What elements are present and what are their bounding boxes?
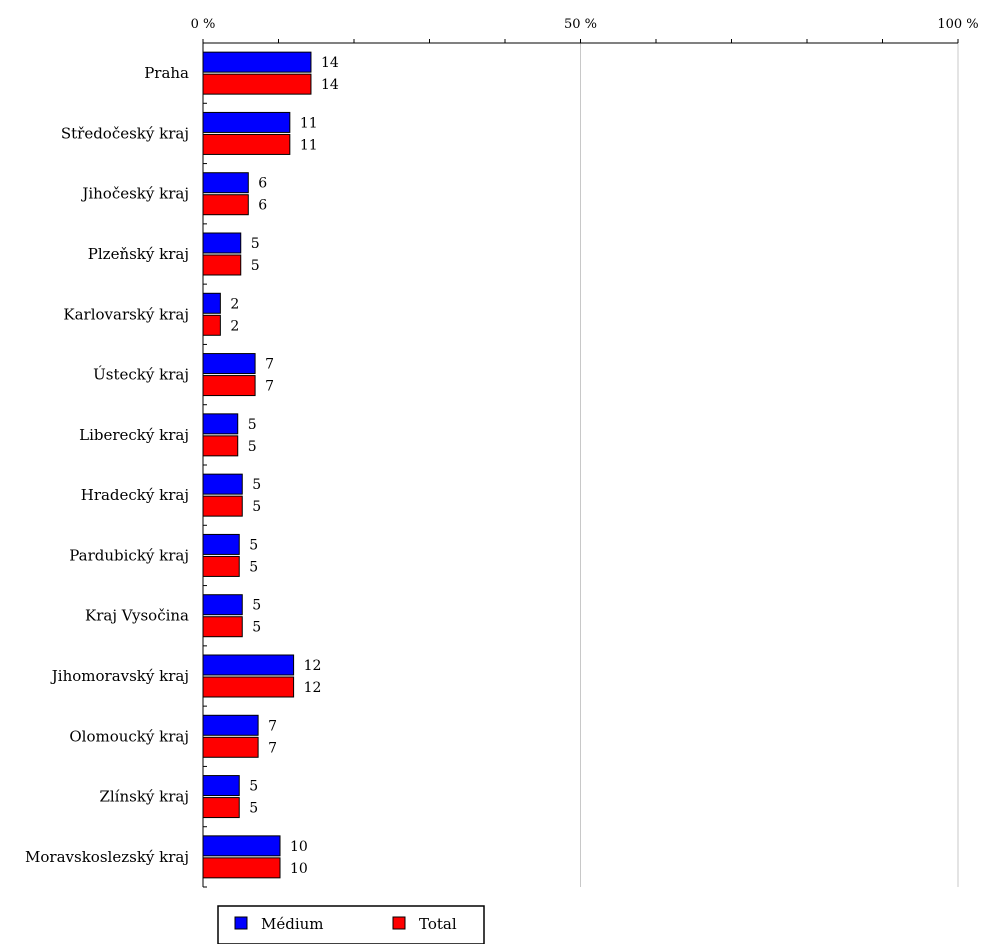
data-label: 7 xyxy=(268,718,277,734)
legend-label: Médium xyxy=(261,915,324,933)
category-label: Pardubický kraj xyxy=(69,546,189,564)
category-label: Zlínský kraj xyxy=(99,788,189,806)
data-label: 5 xyxy=(249,537,258,553)
bar-medium xyxy=(202,473,243,495)
x-tick-label: 0 % xyxy=(191,17,216,32)
data-label: 5 xyxy=(252,477,261,493)
data-label: 5 xyxy=(252,598,261,614)
bar-total xyxy=(202,555,240,577)
bar-total xyxy=(202,676,295,698)
bar-medium xyxy=(202,292,221,314)
bar-total xyxy=(202,194,249,216)
data-label: 6 xyxy=(258,176,267,192)
data-label: 10 xyxy=(290,861,308,877)
bar-total xyxy=(202,73,312,95)
bar-medium xyxy=(202,232,242,254)
category-label: Plzeňský kraj xyxy=(88,245,189,263)
data-label: 2 xyxy=(230,318,239,334)
bar-medium xyxy=(202,413,239,435)
category-label: Jihočeský kraj xyxy=(80,185,189,203)
bar-total xyxy=(202,857,281,879)
category-label: Olomoucký kraj xyxy=(69,727,189,745)
x-tick-label: 50 % xyxy=(564,17,597,32)
bars: 14 14 11 11 6 6 5 5 2 2 7 7 5 5 5 5 5 5 5 5 12 12 7 7 5 5 10 10 xyxy=(202,51,339,879)
legend-box xyxy=(217,905,485,944)
bar-total xyxy=(202,435,239,457)
data-label: 12 xyxy=(304,680,322,696)
x-tick-label: 100 % xyxy=(937,17,978,32)
bar-total xyxy=(202,797,240,819)
data-label: 6 xyxy=(258,198,267,214)
bar-medium xyxy=(202,654,295,676)
data-label: 14 xyxy=(321,55,339,71)
data-label: 7 xyxy=(265,357,274,373)
data-label: 5 xyxy=(249,779,258,795)
bar-total xyxy=(202,254,242,276)
bar-total xyxy=(202,314,221,336)
data-label: 5 xyxy=(249,559,258,575)
bar-medium xyxy=(202,775,240,797)
category-label: Karlovarský kraj xyxy=(63,305,189,323)
legend-swatch xyxy=(234,916,248,930)
data-label: 2 xyxy=(230,296,239,312)
data-label: 7 xyxy=(265,379,274,395)
legend: Médium Total xyxy=(217,905,485,944)
bar-medium xyxy=(202,714,259,736)
bar-total xyxy=(202,736,259,758)
data-label: 10 xyxy=(290,839,308,855)
bar-medium xyxy=(202,835,281,857)
data-label: 5 xyxy=(251,258,260,274)
bar-total xyxy=(202,616,243,638)
data-label: 5 xyxy=(249,801,258,817)
data-label: 5 xyxy=(251,236,260,252)
data-label: 5 xyxy=(248,439,257,455)
bar-total xyxy=(202,495,243,517)
category-label: Středočeský kraj xyxy=(61,124,189,142)
data-label: 5 xyxy=(252,499,261,515)
bar-medium xyxy=(202,51,312,73)
gridlines xyxy=(580,43,959,887)
bar-total xyxy=(202,133,291,155)
category-label: Jihomoravský kraj xyxy=(50,667,189,685)
legend-swatch xyxy=(392,916,406,930)
bar-medium xyxy=(202,353,256,375)
data-label: 11 xyxy=(300,115,318,131)
bar-medium xyxy=(202,111,291,133)
category-label: Liberecký kraj xyxy=(79,426,189,444)
legend-label: Total xyxy=(419,915,457,933)
data-label: 14 xyxy=(321,77,339,93)
bar-medium xyxy=(202,533,240,555)
category-label: Kraj Vysočina xyxy=(85,607,189,625)
category-label: Moravskoslezský kraj xyxy=(25,848,189,866)
x-axis: 0 % 50 % 100 % xyxy=(191,17,979,44)
bar-medium xyxy=(202,594,243,616)
bar-total xyxy=(202,375,256,397)
category-label: Ústecký kraj xyxy=(93,366,189,384)
data-label: 5 xyxy=(252,620,261,636)
data-label: 5 xyxy=(248,417,257,433)
data-label: 7 xyxy=(268,740,277,756)
data-label: 12 xyxy=(304,658,322,674)
category-label: Praha xyxy=(144,64,189,82)
category-label: Hradecký kraj xyxy=(81,486,189,504)
bar-medium xyxy=(202,172,249,194)
y-axis: Praha Středočeský kraj Jihočeský kraj Plzeň… xyxy=(25,42,207,888)
data-label: 11 xyxy=(300,137,318,153)
